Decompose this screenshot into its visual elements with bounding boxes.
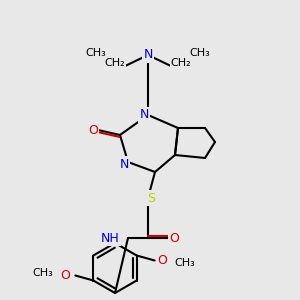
Text: CH₃: CH₃ xyxy=(175,259,195,269)
Text: CH₂: CH₂ xyxy=(171,58,191,68)
Text: NH: NH xyxy=(101,232,120,244)
Text: N: N xyxy=(143,49,153,62)
Text: CH₃: CH₃ xyxy=(33,268,53,278)
Text: N: N xyxy=(119,158,129,170)
Text: O: O xyxy=(169,232,179,244)
Text: CH₃: CH₃ xyxy=(190,48,210,58)
Text: O: O xyxy=(88,124,98,136)
Text: S: S xyxy=(147,191,155,205)
Text: CH₂: CH₂ xyxy=(105,58,125,68)
Text: CH₃: CH₃ xyxy=(85,48,106,58)
Text: N: N xyxy=(139,109,149,122)
Text: O: O xyxy=(60,269,70,282)
Text: O: O xyxy=(158,254,168,267)
